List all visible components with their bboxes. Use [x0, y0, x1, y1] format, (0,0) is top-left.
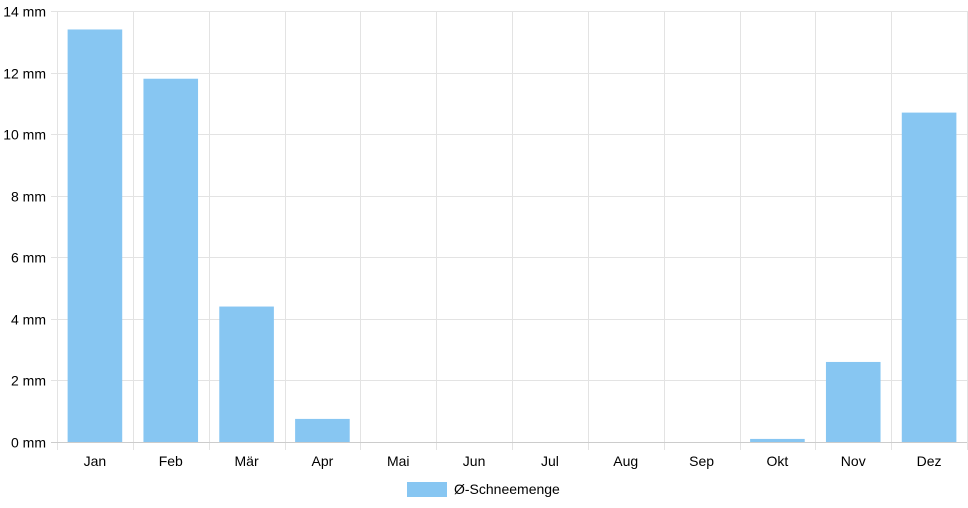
bar-Apr[interactable] — [295, 418, 350, 442]
bar-Dez[interactable] — [901, 112, 957, 442]
x-tick-label: Mär — [235, 453, 259, 469]
bar-Mär[interactable] — [219, 306, 274, 442]
x-tick-label: Apr — [312, 453, 334, 469]
y-tick-label: 6 mm — [11, 250, 46, 266]
y-tick-label: 12 mm — [3, 66, 46, 82]
y-tick-label: 2 mm — [11, 373, 46, 389]
legend[interactable]: Ø-Schneemenge — [407, 481, 560, 497]
x-tick-label: Jul — [541, 453, 559, 469]
x-tick-label: Jan — [84, 453, 107, 469]
x-tick-label: Dez — [917, 453, 942, 469]
x-tick-label: Sep — [689, 453, 714, 469]
bar-Jan[interactable] — [67, 29, 123, 442]
y-tick-label: 10 mm — [3, 127, 46, 143]
x-tick-label: Aug — [613, 453, 638, 469]
y-tick-label: 4 mm — [11, 312, 46, 328]
bar-series — [67, 29, 957, 442]
bar-Nov[interactable] — [825, 361, 881, 442]
x-tick-label: Jun — [463, 453, 486, 469]
y-tick-label: 8 mm — [11, 189, 46, 205]
x-axis-ticks: Jan Feb Mär Apr Mai Jun Jul Aug Sep Okt Nov Dez — [84, 453, 942, 469]
grid-lines — [51, 11, 968, 450]
legend-label: Ø-Schneemenge — [454, 481, 560, 497]
x-tick-label: Nov — [841, 453, 866, 469]
y-tick-label: 0 mm — [11, 435, 46, 451]
x-tick-label: Feb — [159, 453, 183, 469]
legend-swatch — [407, 481, 447, 497]
y-tick-label: 14 mm — [3, 4, 46, 20]
x-tick-label: Mai — [387, 453, 410, 469]
y-axis-ticks: 0 mm 2 mm 4 mm 6 mm 8 mm 10 mm 12 mm 14 mm — [3, 4, 46, 451]
bar-Okt[interactable] — [750, 438, 805, 442]
x-tick-label: Okt — [767, 453, 789, 469]
bar-Feb[interactable] — [143, 78, 199, 442]
